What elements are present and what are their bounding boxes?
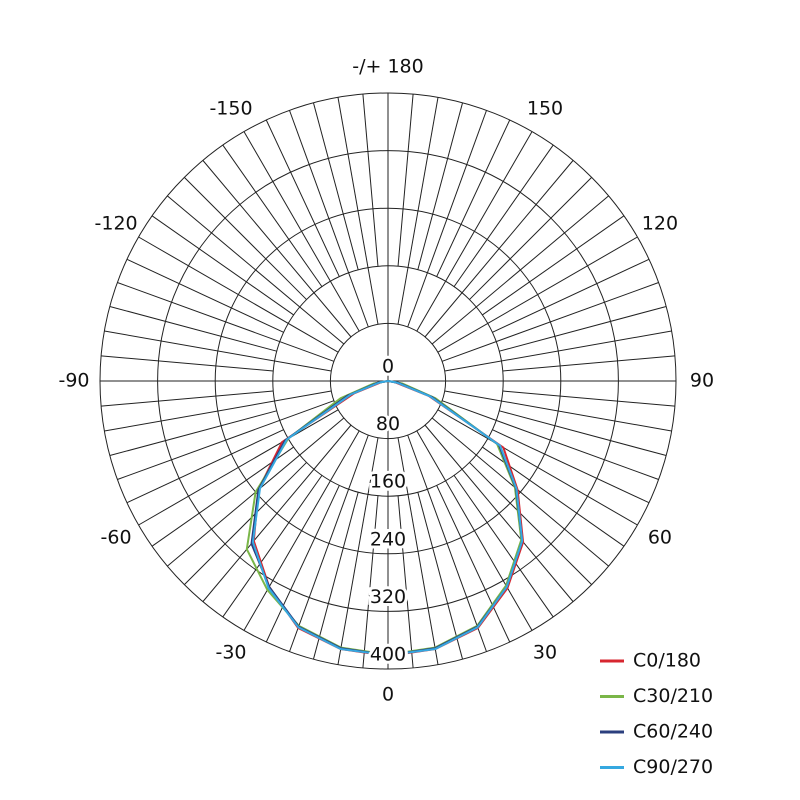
- radial-grid-line: [417, 102, 464, 270]
- radial-grid-line: [183, 462, 307, 586]
- r-tick-label: 320: [370, 586, 406, 608]
- radial-grid-line: [183, 176, 307, 300]
- radial-grid-line: [436, 485, 511, 643]
- radial-grid-line: [222, 144, 323, 287]
- radial-grid-line: [482, 215, 625, 316]
- radial-grid-line: [453, 144, 554, 287]
- radial-grid-line: [222, 475, 323, 618]
- legend-label: C30/210: [633, 685, 713, 707]
- radial-grid-line: [469, 462, 593, 586]
- theta-tick-label: -150: [209, 98, 252, 120]
- legend-label: C90/270: [633, 756, 713, 778]
- theta-tick-label: 60: [648, 527, 672, 549]
- ring-grid-line: [99, 92, 677, 670]
- r-tick-label: 400: [370, 644, 406, 666]
- radial-grid-line: [502, 390, 675, 407]
- intensity-curve: [251, 380, 524, 657]
- radial-grid-line: [101, 355, 274, 372]
- radial-grid-line: [499, 410, 667, 457]
- radial-grid-line: [151, 446, 294, 547]
- theta-tick-label: -60: [101, 527, 132, 549]
- r-tick-label: 240: [370, 528, 406, 550]
- radial-grid-line: [502, 355, 675, 372]
- ring-grid-line: [214, 207, 562, 555]
- radial-grid-line: [101, 390, 274, 407]
- radial-grid-line: [499, 305, 667, 352]
- ring-grid-line: [157, 150, 619, 612]
- radial-grid-line: [312, 492, 359, 660]
- radial-grid-line: [126, 429, 284, 504]
- radial-grid-line: [126, 258, 284, 333]
- radial-grid-line: [492, 258, 650, 333]
- theta-tick-label: 0: [382, 684, 394, 706]
- radial-grid-line: [453, 475, 554, 618]
- theta-tick-label: -/+ 180: [352, 56, 423, 78]
- theta-tick-label: 90: [690, 370, 714, 392]
- theta-tick-label: -30: [215, 641, 246, 663]
- radial-grid-line: [397, 94, 414, 267]
- theta-tick-label: 120: [642, 213, 678, 235]
- theta-tick-label: -90: [58, 370, 89, 392]
- theta-tick-label: 30: [533, 641, 557, 663]
- radial-grid-line: [436, 119, 511, 277]
- radial-grid-line: [151, 215, 294, 316]
- radial-grid-line: [362, 94, 379, 267]
- radial-grid-line: [312, 102, 359, 270]
- ring-grid-line: [272, 265, 504, 497]
- theta-tick-label: 150: [527, 98, 563, 120]
- radial-grid-line: [469, 176, 593, 300]
- ring-grid-line: [329, 322, 447, 440]
- legend-label: C60/240: [633, 721, 713, 743]
- radial-grid-line: [417, 492, 464, 660]
- r-tick-label: 0: [382, 356, 394, 378]
- radial-grid-line: [397, 495, 414, 668]
- radial-grid-line: [109, 305, 277, 352]
- radial-grid-line: [492, 429, 650, 504]
- radial-grid-line: [362, 495, 379, 668]
- radial-grid-line: [265, 119, 340, 277]
- radial-grid-line: [265, 485, 340, 643]
- theta-tick-label: -120: [95, 213, 138, 235]
- r-tick-label: 160: [370, 471, 406, 493]
- legend-label: C0/180: [633, 650, 701, 672]
- radial-grid-line: [109, 410, 277, 457]
- r-tick-label: 80: [376, 413, 400, 435]
